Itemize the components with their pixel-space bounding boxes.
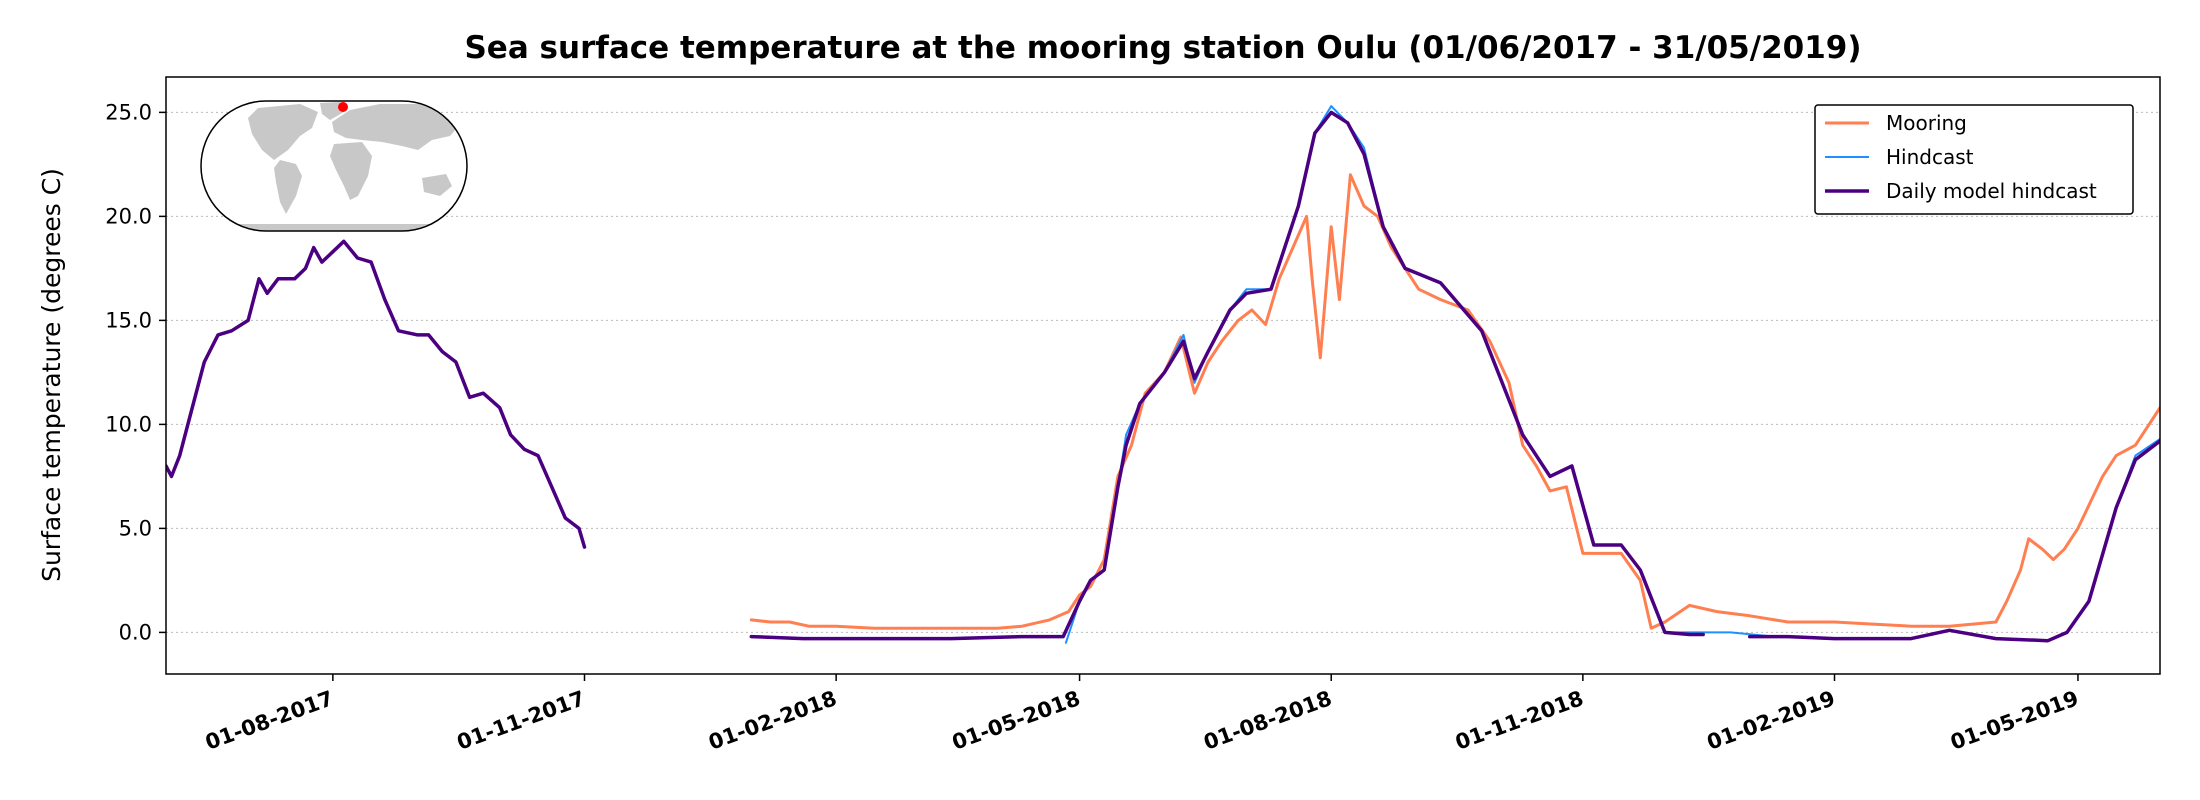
y-tick-label: 0.0: [119, 620, 152, 644]
series-group-daily-model-hindcast: [166, 110, 2160, 643]
plot-frame: [165, 76, 2161, 675]
station-location-marker: [338, 102, 348, 112]
y-tick-label: 25.0: [105, 100, 152, 124]
legend-label-daily-model-hindcast: Daily model hindcast: [1886, 179, 2097, 203]
series-line-daily-model-hindcast: [749, 110, 1705, 641]
chart-title: Sea surface temperature at the mooring s…: [464, 30, 1861, 66]
y-axis-ticks: 0.0 5.0 10.0 15.0 20.0 25.0: [105, 100, 166, 644]
africa-shape: [330, 142, 372, 200]
legend-label-mooring: Mooring: [1886, 111, 1967, 135]
y-tick-label: 10.0: [105, 412, 152, 436]
north-america-shape: [248, 104, 318, 160]
series-line-daily-model-hindcast: [1747, 439, 2160, 643]
world-map-inset: [200, 100, 468, 232]
y-tick-label: 20.0: [105, 204, 152, 228]
australia-shape: [422, 174, 452, 196]
map-frame: [200, 100, 468, 232]
antarctica-shape: [230, 224, 440, 231]
y-tick-label: 5.0: [119, 516, 152, 540]
land-masses: [230, 102, 462, 231]
europe-asia-shape: [332, 104, 462, 150]
y-axis-label: Surface temperature (degrees C): [37, 168, 66, 582]
legend-box: [1814, 104, 2134, 215]
legend-label-hindcast: Hindcast: [1886, 145, 1974, 169]
south-america-shape: [274, 160, 302, 214]
series-layer: [166, 105, 2160, 644]
legend: Mooring Hindcast Daily model hindcast: [1814, 104, 2134, 215]
greenland-shape: [320, 102, 344, 120]
series-line-daily-model-hindcast: [166, 239, 587, 549]
y-tick-label: 15.0: [105, 308, 152, 332]
